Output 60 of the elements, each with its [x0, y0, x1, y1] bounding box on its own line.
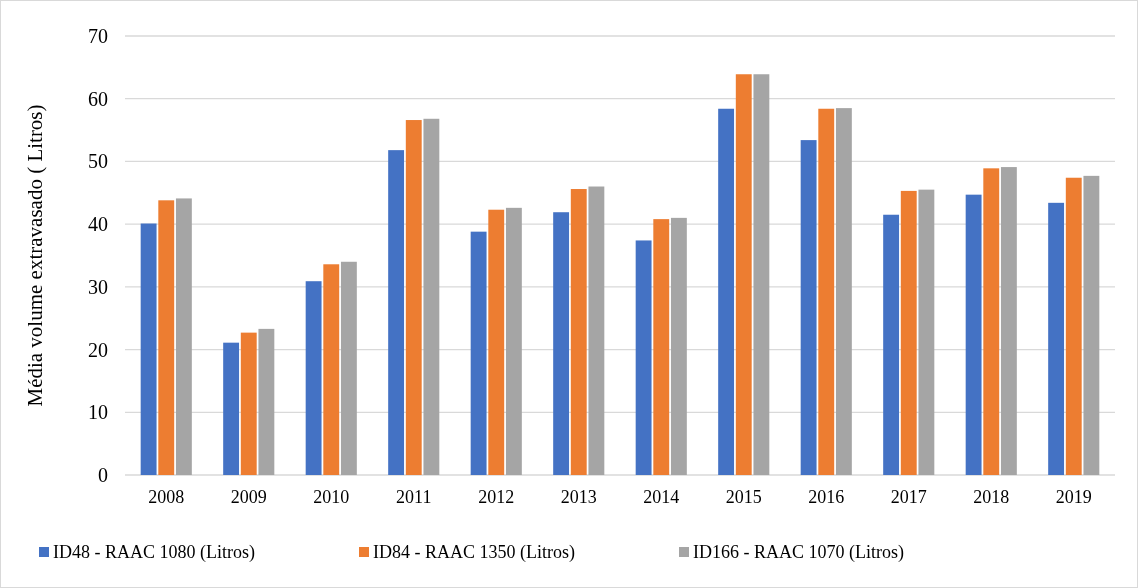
bar [323, 264, 340, 475]
y-tick-label: 70 [88, 25, 108, 47]
bar [718, 108, 735, 475]
bar [1000, 167, 1017, 475]
x-tick-label: 2018 [973, 487, 1010, 507]
x-tick-label: 2014 [643, 487, 680, 507]
x-tick-label: 2010 [313, 487, 350, 507]
bar [883, 214, 900, 475]
y-tick-label: 40 [88, 213, 108, 236]
x-tick-label: 2016 [808, 487, 845, 507]
x-tick-label: 2008 [148, 487, 185, 507]
bar [835, 108, 852, 475]
x-tick-label: 2015 [725, 487, 762, 507]
bar [175, 198, 192, 475]
bar [258, 328, 275, 475]
bar [553, 212, 570, 475]
bar [505, 207, 522, 475]
bar [1083, 175, 1100, 475]
bar [240, 332, 257, 475]
y-tick-label: 0 [98, 464, 108, 486]
y-tick-label: 50 [88, 150, 108, 173]
bar [965, 194, 982, 475]
bar [423, 118, 440, 475]
y-tick-label: 60 [88, 87, 108, 110]
bar [158, 200, 175, 475]
x-tick-label: 2019 [1055, 487, 1092, 507]
bar [635, 240, 652, 475]
bar [900, 190, 917, 475]
bar [1065, 177, 1082, 475]
y-tick-label: 20 [88, 338, 108, 361]
bar [653, 219, 670, 475]
bar [670, 217, 687, 475]
legend-label: ID166 - RAAC 1070 (Litros) [693, 542, 904, 564]
bar [570, 189, 587, 475]
y-tick-label: 30 [88, 275, 108, 298]
legend-label: ID84 - RAAC 1350 (Litros) [373, 542, 575, 564]
bar [223, 342, 240, 475]
bar [753, 74, 770, 475]
x-tick-label: 2013 [560, 487, 597, 507]
bar [140, 223, 157, 475]
x-tick-label: 2009 [230, 487, 267, 507]
x-tick-label: 2017 [890, 487, 927, 507]
bar [800, 140, 817, 475]
bar [983, 168, 1000, 475]
bar [488, 209, 505, 475]
legend-label: ID48 - RAAC 1080 (Litros) [53, 542, 255, 564]
x-tick-label: 2012 [478, 487, 515, 507]
bar [340, 261, 357, 475]
bar [818, 108, 835, 475]
bar [388, 150, 405, 475]
bar [405, 120, 422, 475]
bar [735, 74, 752, 475]
y-tick-label: 10 [88, 401, 108, 424]
bar [1048, 202, 1065, 475]
y-axis-title: Média volume extravasado ( Litros) [23, 104, 47, 407]
bar [588, 186, 605, 475]
bar [305, 281, 322, 475]
x-tick-label: 2011 [396, 487, 432, 507]
bar [470, 231, 487, 475]
bar [918, 189, 935, 475]
